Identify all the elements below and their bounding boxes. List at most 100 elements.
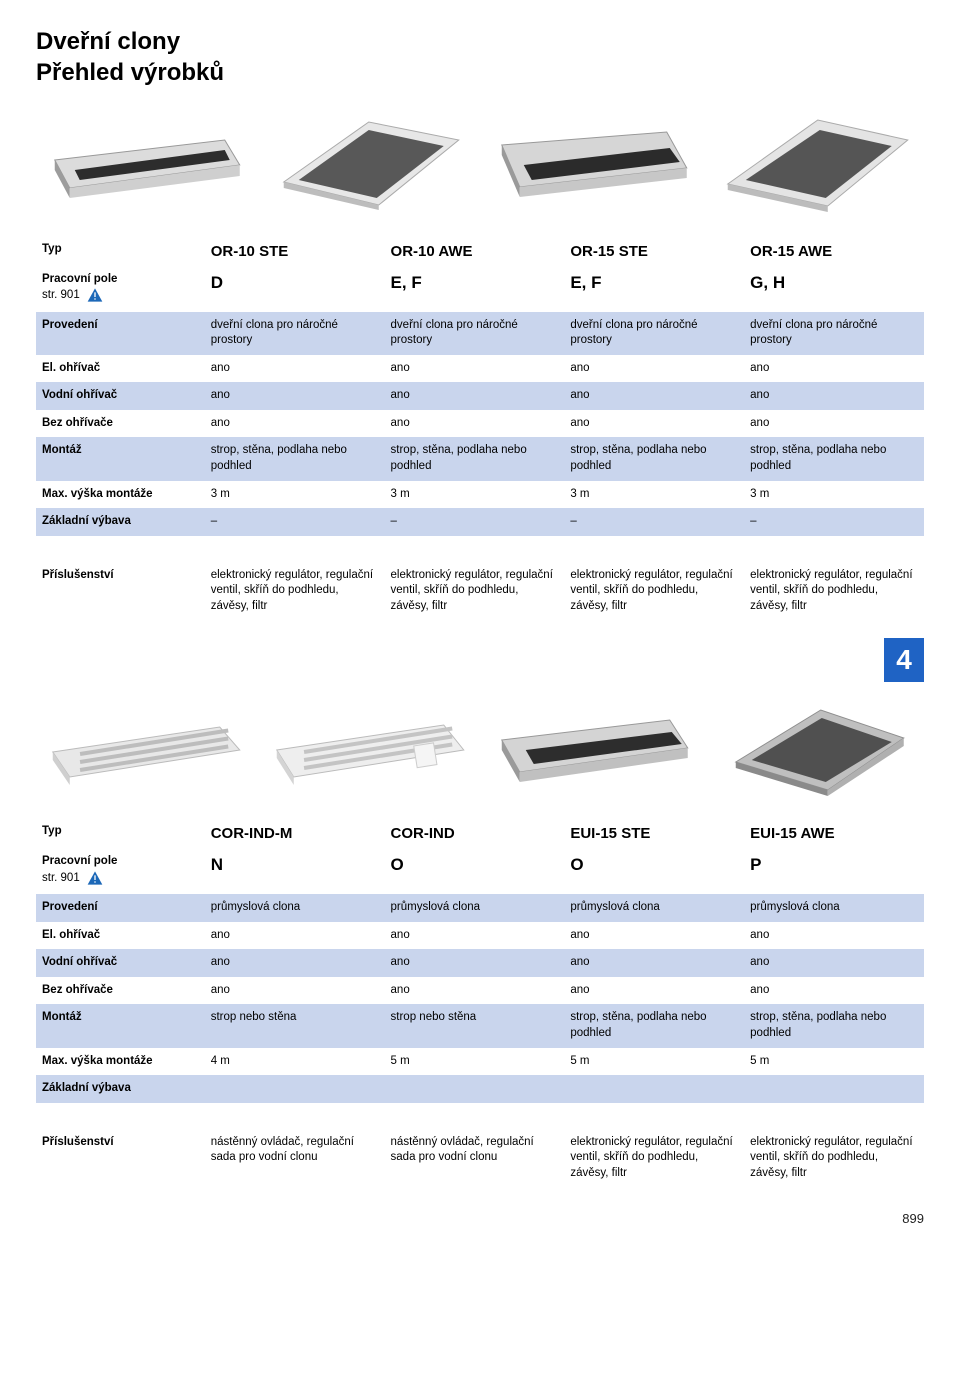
cell: strop, stěna, podlaha nebo podhled: [385, 437, 565, 480]
pole-value: O: [385, 850, 565, 894]
cell: ano: [385, 949, 565, 977]
info-triangle-icon: [87, 287, 103, 303]
cell: ano: [205, 949, 385, 977]
info-triangle-icon: [87, 870, 103, 886]
pole-value: N: [205, 850, 385, 894]
cell: ano: [385, 410, 565, 438]
cell: ano: [564, 382, 744, 410]
product-image-row-1: [36, 110, 924, 220]
cell: průmyslová clona: [564, 894, 744, 922]
cell: ano: [564, 977, 744, 1005]
cell: elektronický regulátor, regulační ventil…: [205, 562, 385, 621]
cell: [564, 1075, 744, 1103]
cell: ano: [205, 382, 385, 410]
cell: strop, stěna, podlaha nebo podhled: [564, 437, 744, 480]
pole-value: G, H: [744, 268, 924, 312]
cell: strop nebo stěna: [385, 1004, 565, 1047]
el-ohrivac-label: El. ohřívač: [36, 355, 205, 383]
cell: ano: [564, 922, 744, 950]
cell: elektronický regulátor, regulační ventil…: [564, 1129, 744, 1188]
bez-ohrivace-label: Bez ohřívače: [36, 977, 205, 1005]
pole-value: O: [564, 850, 744, 894]
montaz-label: Montáž: [36, 1004, 205, 1047]
cell: –: [385, 508, 565, 536]
max-vyska-label: Max. výška montáže: [36, 1048, 205, 1076]
pracovni-pole-sub: str. 901: [42, 872, 80, 884]
cell: ano: [205, 977, 385, 1005]
cell: ano: [744, 922, 924, 950]
cell: elektronický regulátor, regulační ventil…: [385, 562, 565, 621]
provedeni-value: dveřní clona pro náročné prostory: [385, 312, 565, 355]
pracovni-pole-sub: str. 901: [42, 289, 80, 301]
pole-value: D: [205, 268, 385, 312]
cell: –: [744, 508, 924, 536]
provedeni-value: dveřní clona pro náročné prostory: [744, 312, 924, 355]
cell: ano: [744, 977, 924, 1005]
cell: nástěnný ovládač, regulační sada pro vod…: [205, 1129, 385, 1188]
typ-value: COR-IND-M: [205, 812, 385, 850]
cell: –: [564, 508, 744, 536]
product-image: [260, 692, 478, 802]
cell: ano: [744, 949, 924, 977]
pracovni-pole-label: Pracovní pole str. 901: [36, 850, 205, 894]
cell: 5 m: [385, 1048, 565, 1076]
pole-value: E, F: [385, 268, 565, 312]
cell: ano: [744, 382, 924, 410]
product-image: [707, 110, 925, 220]
provedeni-value: dveřní clona pro náročné prostory: [205, 312, 385, 355]
zakladni-vybava-label: Základní výbava: [36, 508, 205, 536]
cell: elektronický regulátor, regulační ventil…: [744, 562, 924, 621]
product-image: [36, 110, 254, 220]
cell: [744, 1075, 924, 1103]
cell: 4 m: [205, 1048, 385, 1076]
typ-value: OR-15 STE: [564, 230, 744, 268]
el-ohrivac-label: El. ohřívač: [36, 922, 205, 950]
prislusenstvi-label: Příslušenství: [36, 562, 205, 621]
provedeni-label: Provedení: [36, 894, 205, 922]
cell: ano: [385, 977, 565, 1005]
pole-value: E, F: [564, 268, 744, 312]
pracovni-pole-text: Pracovní pole: [42, 273, 117, 285]
vodni-ohrivac-label: Vodní ohřívač: [36, 949, 205, 977]
cell: ano: [564, 410, 744, 438]
cell: ano: [205, 922, 385, 950]
cell: 3 m: [744, 481, 924, 509]
pracovni-pole-text: Pracovní pole: [42, 855, 117, 867]
page-number: 899: [36, 1211, 924, 1226]
cell: strop, stěna, podlaha nebo podhled: [744, 1004, 924, 1047]
page-subtitle: Přehled výrobků: [36, 59, 924, 88]
cell: ano: [205, 410, 385, 438]
max-vyska-label: Max. výška montáže: [36, 481, 205, 509]
cell: [205, 1075, 385, 1103]
cell: 5 m: [564, 1048, 744, 1076]
cell: průmyslová clona: [744, 894, 924, 922]
typ-value: OR-10 STE: [205, 230, 385, 268]
pole-value: P: [744, 850, 924, 894]
typ-value: EUI-15 STE: [564, 812, 744, 850]
prislusenstvi-label: Příslušenství: [36, 1129, 205, 1188]
cell: strop nebo stěna: [205, 1004, 385, 1047]
typ-value: OR-15 AWE: [744, 230, 924, 268]
pracovni-pole-label: Pracovní pole str. 901: [36, 268, 205, 312]
cell: 3 m: [205, 481, 385, 509]
cell: strop, stěna, podlaha nebo podhled: [205, 437, 385, 480]
cell: ano: [385, 382, 565, 410]
typ-label: Typ: [36, 230, 205, 268]
typ-label: Typ: [36, 812, 205, 850]
page-title: Dveřní clony: [36, 28, 924, 57]
cell: ano: [564, 355, 744, 383]
cell: ano: [385, 922, 565, 950]
typ-value: OR-10 AWE: [385, 230, 565, 268]
product-image-row-2: [36, 692, 924, 802]
product-image: [36, 692, 254, 802]
cell: ano: [564, 949, 744, 977]
cell: strop, stěna, podlaha nebo podhled: [564, 1004, 744, 1047]
product-image: [707, 692, 925, 802]
cell: 5 m: [744, 1048, 924, 1076]
cell: ano: [744, 355, 924, 383]
cell: 3 m: [385, 481, 565, 509]
cell: nástěnný ovládač, regulační sada pro vod…: [385, 1129, 565, 1188]
cell: ano: [744, 410, 924, 438]
bez-ohrivace-label: Bez ohřívače: [36, 410, 205, 438]
typ-value: EUI-15 AWE: [744, 812, 924, 850]
